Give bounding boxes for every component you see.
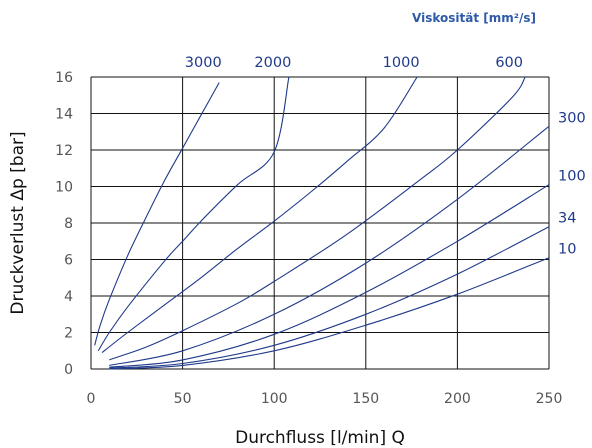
y-tick-label: 2 — [64, 326, 73, 342]
series-label-34: 34 — [558, 211, 576, 227]
x-tick-label: 200 — [444, 391, 471, 407]
series-label-3000: 3000 — [185, 55, 222, 71]
series-label-600: 600 — [495, 55, 523, 71]
x-tick-label: 0 — [87, 391, 96, 407]
series-label-300: 300 — [558, 110, 586, 126]
tick-labels: 0 50 100 150 200 250 0 2 4 6 8 10 12 14 16 — [55, 70, 562, 407]
series-line-1000 — [101, 76, 418, 354]
series-line-34 — [109, 226, 550, 369]
series-labels: 3000 2000 1000 600 300 100 34 10 — [185, 55, 586, 258]
series-label-10: 10 — [558, 242, 576, 258]
series-label-100: 100 — [558, 169, 586, 185]
series-layer — [94, 76, 550, 370]
y-tick-label: 8 — [64, 216, 73, 232]
x-tick-label: 250 — [536, 391, 563, 407]
y-tick-label: 10 — [55, 180, 73, 196]
y-axis-label: Druckverlust Δp [bar] — [8, 131, 28, 314]
y-tick-label: 12 — [55, 143, 73, 159]
series-line-2000 — [97, 76, 290, 352]
y-tick-label: 6 — [64, 253, 73, 269]
series-line-300 — [109, 125, 550, 366]
series-line-10 — [109, 257, 550, 370]
legend-title: Viskosität [mm²/s] — [412, 11, 536, 25]
y-tick-label: 4 — [64, 289, 73, 305]
series-label-2000: 2000 — [254, 55, 291, 71]
series-line-100 — [109, 184, 550, 368]
x-tick-label: 100 — [261, 391, 288, 407]
x-tick-label: 150 — [352, 391, 379, 407]
grid — [90, 76, 550, 370]
x-tick-label: 50 — [174, 391, 192, 407]
y-tick-label: 0 — [64, 362, 73, 378]
series-line-3000 — [94, 82, 220, 346]
x-axis-label: Durchfluss [l/min] Q — [235, 428, 405, 448]
y-tick-label: 14 — [55, 107, 73, 123]
series-line-600 — [109, 76, 526, 361]
y-tick-label: 16 — [55, 70, 73, 86]
series-label-1000: 1000 — [383, 55, 420, 71]
